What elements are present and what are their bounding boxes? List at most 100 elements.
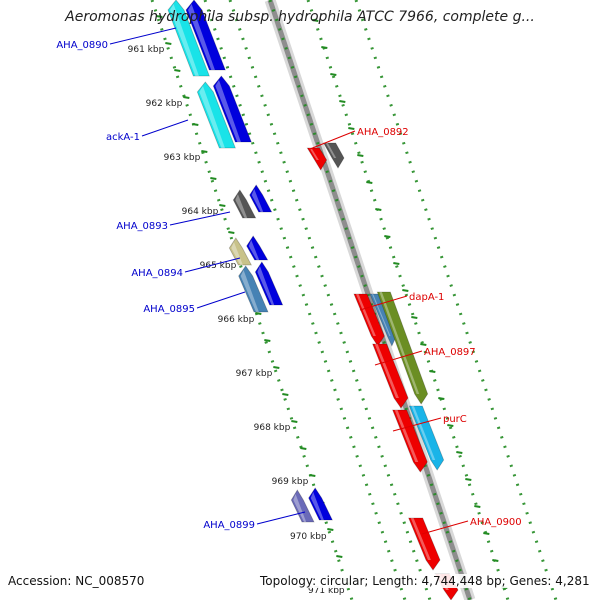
gene-label-dapa-1[interactable]: dapA-1 (409, 292, 444, 303)
gene-dapa-1-arrow-highlight (356, 294, 376, 336)
leader-line (184, 257, 241, 273)
tick-labels: 961 kbp 962 kbp 963 kbp 964 kbp 965 kbp 966 k… (128, 45, 345, 596)
leader-line (109, 27, 177, 45)
gene-aha-0893-cds-highlight (235, 194, 248, 218)
tick-mark (327, 528, 334, 531)
gene-aha-0894-cds (228, 237, 252, 266)
tick-mark (348, 127, 355, 130)
gene-dapa-1-cds-highlight (372, 294, 391, 336)
tick-label-1: 962 kbp (146, 99, 183, 109)
tick-mark (264, 339, 271, 342)
tick-mark (156, 15, 163, 18)
tick-mark (465, 478, 472, 481)
tick-mark (219, 204, 226, 207)
tick-mark (228, 231, 235, 234)
tick-mark (183, 96, 190, 99)
leader-line (421, 520, 469, 535)
gene-acka-1-arrow (212, 75, 252, 143)
gene-aha-0899-arrow-highlight (310, 492, 324, 520)
tick-mark (492, 559, 499, 562)
backbone (267, 0, 473, 600)
tick-mark (273, 366, 280, 369)
tick-mark (330, 73, 337, 76)
gene-label-aha_0897[interactable]: AHA_0897 (424, 347, 476, 358)
gene-aha-0892-cds (322, 142, 345, 169)
tick-mark (411, 316, 418, 319)
tick-label-2: 963 kbp (164, 153, 201, 163)
gene-aha-0900-arrow-highlight (410, 518, 431, 560)
gene-aha-0890-cds (167, 0, 210, 77)
gene-aha-0892-arrow-highlight (309, 148, 319, 160)
tick-mark (321, 46, 328, 49)
tick-mark (438, 397, 445, 400)
tick-label-5: 966 kbp (218, 315, 255, 325)
gene-aha-0893-arrow (249, 184, 273, 213)
tick-mark (375, 208, 382, 211)
gene-aha-0895-arrow (254, 261, 284, 306)
gene-aha-0894-cds-highlight (231, 242, 243, 265)
tick-mark (366, 181, 373, 184)
gene-aha-0895-cds (238, 265, 269, 313)
gene-acka-1-cds (196, 81, 236, 149)
gene-purc-cds (408, 405, 445, 471)
gene-label-aha_0893[interactable]: AHA_0893 (116, 221, 168, 232)
gene-purc-cds-highlight (411, 406, 436, 460)
gene-aha-0892-cds-highlight (325, 143, 337, 158)
tick-mark (339, 100, 346, 103)
tick-mark (174, 69, 181, 72)
tick-mark (447, 424, 454, 427)
leader-line (359, 295, 408, 311)
gene-aha-0892-arrow (306, 147, 328, 171)
tick-mark (483, 532, 490, 535)
accession-label: Accession: NC_008570 (6, 574, 147, 588)
gene-label-aha_0894[interactable]: AHA_0894 (131, 268, 183, 279)
gene-aha-0897-arrow-highlight (374, 344, 399, 398)
gene-label-aha_0892[interactable]: AHA_0892 (357, 127, 409, 138)
gene-aha-0899-arrow (308, 487, 333, 521)
gene-acka-1-cds-highlight (199, 86, 225, 148)
gene-label-aha_0890[interactable]: AHA_0890 (56, 40, 108, 51)
tick-label-9: 970 kbp (290, 532, 327, 542)
tick-label-8: 969 kbp (272, 477, 309, 487)
leader-line (196, 291, 246, 309)
tick-mark (420, 343, 427, 346)
tick-mark (210, 177, 217, 180)
gene-purc-arrow-highlight (394, 410, 419, 462)
gene-dapa-1-arrow (353, 293, 385, 347)
gene-aha-0894-arrow (246, 235, 269, 261)
gene-aha-0899-cds (290, 489, 315, 523)
map-title: Aeromonas hydrophila subsp. hydrophila A… (65, 9, 535, 25)
tick-mark (456, 451, 463, 454)
gene-label-purc[interactable]: purC (443, 414, 467, 425)
gene-label-aha_0895[interactable]: AHA_0895 (143, 304, 195, 315)
feature-tracks (150, 0, 558, 600)
tick-label-3: 964 kbp (182, 207, 219, 217)
tick-label-10: 971 kbp (308, 586, 345, 596)
gene-aha-0897-band-highlight (379, 292, 420, 394)
tick-label-7: 968 kbp (254, 423, 291, 433)
tick-label-0: 961 kbp (128, 45, 165, 55)
gene-label-acka-1[interactable]: ackA-1 (106, 132, 140, 143)
gene-aha-0894-arrow-highlight (248, 240, 260, 260)
gene-aha-0897-arrow (372, 343, 409, 409)
gene-aha-0900-arrow (408, 517, 441, 571)
tick-mark (291, 420, 298, 423)
gene-aha-0890-cds-highlight (170, 4, 199, 76)
gene-aha-0893-cds (232, 189, 257, 219)
leader-line (169, 211, 231, 226)
gene-aha-0890-arrow (185, 0, 226, 71)
tick-mark (255, 312, 262, 315)
tick-mark (393, 262, 400, 265)
gene-aha-0895-cds-highlight (240, 270, 259, 312)
leader-line (141, 119, 189, 137)
leader-line (256, 511, 306, 525)
gene-aha-0899-cds-highlight (293, 494, 307, 522)
tick-mark (357, 154, 364, 157)
gene-label-aha_0899[interactable]: AHA_0899 (203, 520, 255, 531)
tick-mark (192, 123, 199, 126)
gene-label-aha_0900[interactable]: AHA_0900 (470, 517, 522, 528)
tick-label-4: 965 kbp (200, 261, 237, 271)
gene-acka-1-arrow-highlight (215, 80, 241, 142)
tick-mark (474, 505, 481, 508)
